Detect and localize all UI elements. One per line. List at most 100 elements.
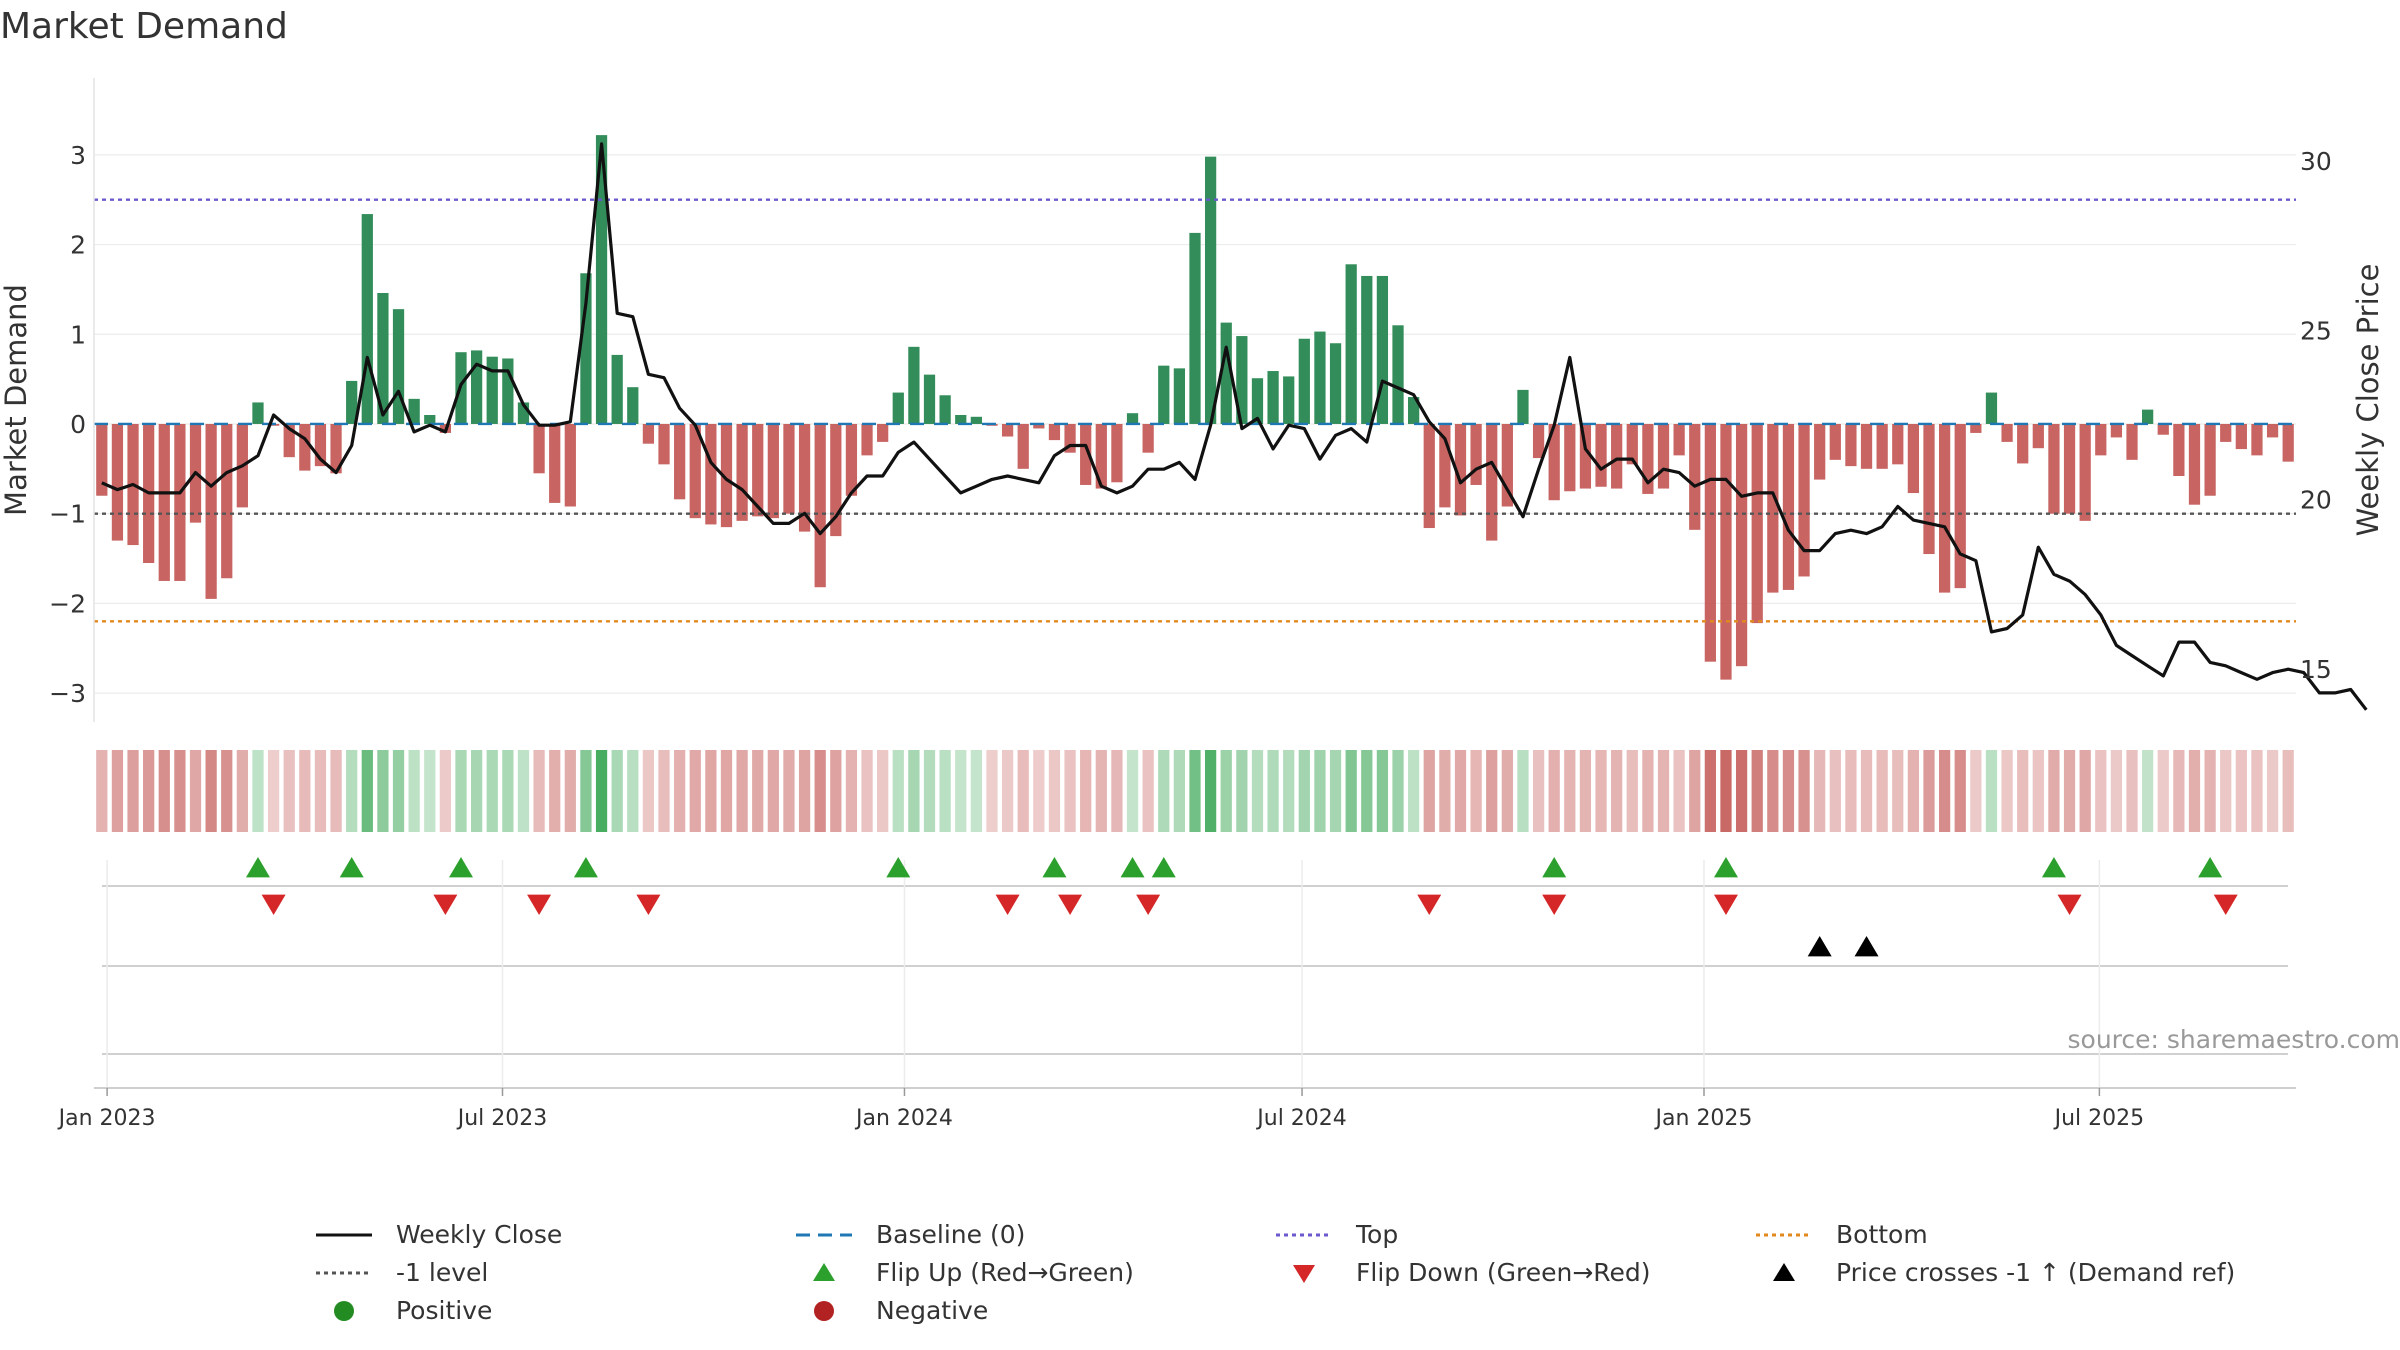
reference-lines [94, 198, 2296, 623]
demand-bar [830, 423, 842, 537]
flip-up-marker [1713, 857, 1738, 878]
demand-bar [2188, 423, 2201, 505]
heat-cell [1376, 750, 1389, 832]
x-tick-label: Jan 2025 [1654, 1106, 1753, 1131]
heat-cell [1657, 750, 1670, 832]
demand-bar [564, 423, 576, 507]
demand-bar [1673, 423, 1685, 456]
demand-bar [1423, 423, 1435, 529]
weekly-close-line [101, 142, 2368, 711]
line-swatch-icon [316, 1233, 372, 1236]
heat-cell [783, 750, 795, 832]
demand-bar [845, 423, 858, 496]
legend-label: Bottom [1836, 1220, 1928, 1249]
flip-down-marker [527, 894, 552, 915]
demand-bar [1189, 232, 1201, 424]
demand-bar [2126, 423, 2138, 460]
demand-bar [1408, 397, 1420, 424]
heat-cell [736, 750, 748, 832]
demand-bar [2001, 423, 2013, 442]
demand-bar [1657, 423, 1670, 489]
heat-cell [1579, 750, 1592, 832]
demand-bar [1329, 343, 1342, 424]
demand-bar [1626, 423, 1638, 465]
heat-cell [720, 750, 733, 832]
demand-bar [1938, 423, 1951, 593]
demand-bar [502, 358, 514, 424]
heat-cell [1751, 750, 1763, 832]
flip-up-marker [2198, 857, 2223, 878]
demand-bar [221, 423, 233, 579]
demand-bar [1064, 423, 1076, 453]
demand-bar [1735, 423, 1748, 667]
y2-axis-label: Weekly Close Price [2351, 264, 2385, 537]
dashed-line-swatch-icon [796, 1233, 852, 1236]
legend-label: Positive [396, 1296, 493, 1325]
x-tick-label: Jul 2024 [1255, 1106, 1347, 1131]
demand-bar [1985, 392, 1998, 424]
heat-cell [767, 750, 779, 832]
flip-up-marker [339, 857, 364, 878]
demand-bars [96, 135, 2294, 680]
legend-label: Baseline (0) [876, 1220, 1026, 1249]
flip-up-marker [1542, 857, 1567, 878]
demand-bar [1001, 423, 1014, 437]
demand-bar [1142, 423, 1154, 453]
chart-title: Market Demand [0, 6, 288, 47]
demand-bar [1642, 423, 1654, 494]
demand-bar [470, 350, 483, 424]
heat-cell [127, 750, 139, 832]
heat-cell [705, 750, 717, 832]
heat-cell [2048, 750, 2060, 832]
demand-bar [736, 423, 748, 521]
heat-cell [2126, 750, 2138, 832]
flip-down-marker [1713, 894, 1738, 915]
heat-cell [361, 750, 373, 832]
heat-cell [96, 750, 108, 832]
heat-cell [1673, 750, 1685, 832]
heat-cell [1470, 750, 1482, 832]
demand-bar [2110, 423, 2123, 438]
demand-bar [1595, 423, 1607, 487]
legend-price-cross: Price crosses -1 ↑ (Demand ref) [1754, 1258, 2235, 1287]
legend-baseline: Baseline (0) [794, 1220, 1025, 1249]
heat-cell [1189, 750, 1201, 832]
demand-bar [424, 415, 436, 424]
event-markers [102, 857, 2288, 1088]
heat-cell [1220, 750, 1232, 832]
y2-tick-label: 25 [2300, 316, 2332, 345]
demand-bar [517, 402, 530, 424]
heat-cell [2079, 750, 2091, 832]
heat-cell [424, 750, 436, 832]
heat-cell [267, 750, 280, 832]
x-tick-label: Jul 2023 [456, 1106, 548, 1131]
demand-bar [642, 423, 655, 444]
demand-bar [392, 309, 405, 424]
y-tick-label: −2 [49, 589, 86, 618]
heat-cell [517, 750, 530, 832]
heat-cell [2032, 750, 2044, 832]
demand-bar [1689, 423, 1701, 530]
demand-bar [767, 423, 779, 519]
demand-bar [1845, 423, 1857, 467]
legend-label: Top [1356, 1220, 1399, 1249]
y-tick-label: 0 [70, 410, 86, 439]
demand-bar [2032, 423, 2044, 449]
heat-cell [1408, 750, 1420, 832]
triangle-down-icon [1293, 1264, 1315, 1283]
demand-bar [595, 135, 608, 424]
heat-cell [1236, 750, 1248, 832]
heat-cell [2142, 750, 2154, 832]
heat-cell [1251, 750, 1264, 832]
heat-cell [611, 750, 623, 832]
heat-cell [1532, 750, 1545, 832]
demand-bar [283, 423, 295, 458]
heat-cell [221, 750, 233, 832]
demand-bar [798, 423, 811, 532]
demand-bar [1532, 423, 1545, 459]
heat-cell [1423, 750, 1435, 832]
dotted-line-swatch-icon [316, 1271, 372, 1274]
demand-bar [1548, 423, 1560, 501]
demand-bar [1564, 423, 1576, 492]
heat-cell [2251, 750, 2263, 832]
